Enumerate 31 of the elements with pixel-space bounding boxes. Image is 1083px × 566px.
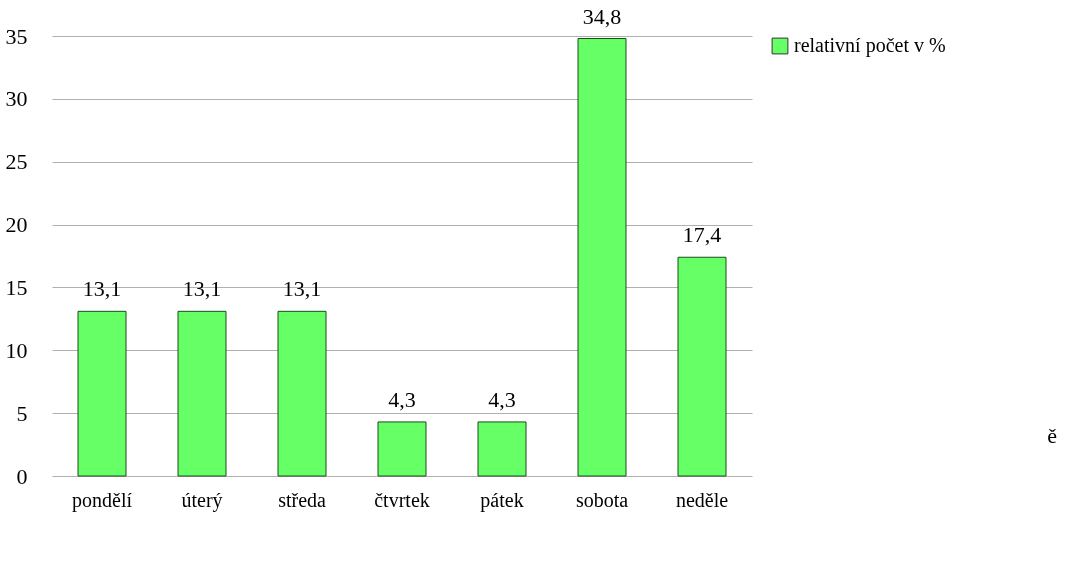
y-tick-label: 35 [5,23,28,49]
x-tick-label: neděle [675,488,729,511]
y-tick-label: 0 [16,463,28,489]
y-tick-label: 30 [5,86,28,112]
x-tick-label: čtvrtek [374,488,430,511]
y-tick-label: 25 [5,149,28,175]
y-tick-label: 15 [5,274,28,300]
bar [577,38,627,477]
bar [277,310,327,477]
text: ě [1047,423,1057,448]
data-label: 13,1 [82,276,122,302]
bar [377,421,427,477]
legend-label: relativní počet v % [794,34,946,57]
y-tick-label: 5 [16,400,28,426]
bar [477,421,527,477]
data-label: 34,8 [582,3,622,29]
data-label: 4,3 [488,386,516,412]
data-label: 13,1 [282,276,322,302]
data-label: 4,3 [388,386,416,412]
x-tick-label: sobota [575,488,629,511]
data-label: 13,1 [182,276,222,302]
x-tick-label: pátek [480,488,524,512]
x-tick-label: středa [278,488,326,511]
y-tick-label: 10 [5,337,28,363]
bar [77,310,127,477]
bar [177,310,227,477]
y-tick-label: 20 [5,212,28,238]
x-tick-label: pondělí [72,488,133,512]
bar [677,256,727,477]
x-tick-label: úterý [181,488,223,512]
data-label: 17,4 [682,222,722,248]
